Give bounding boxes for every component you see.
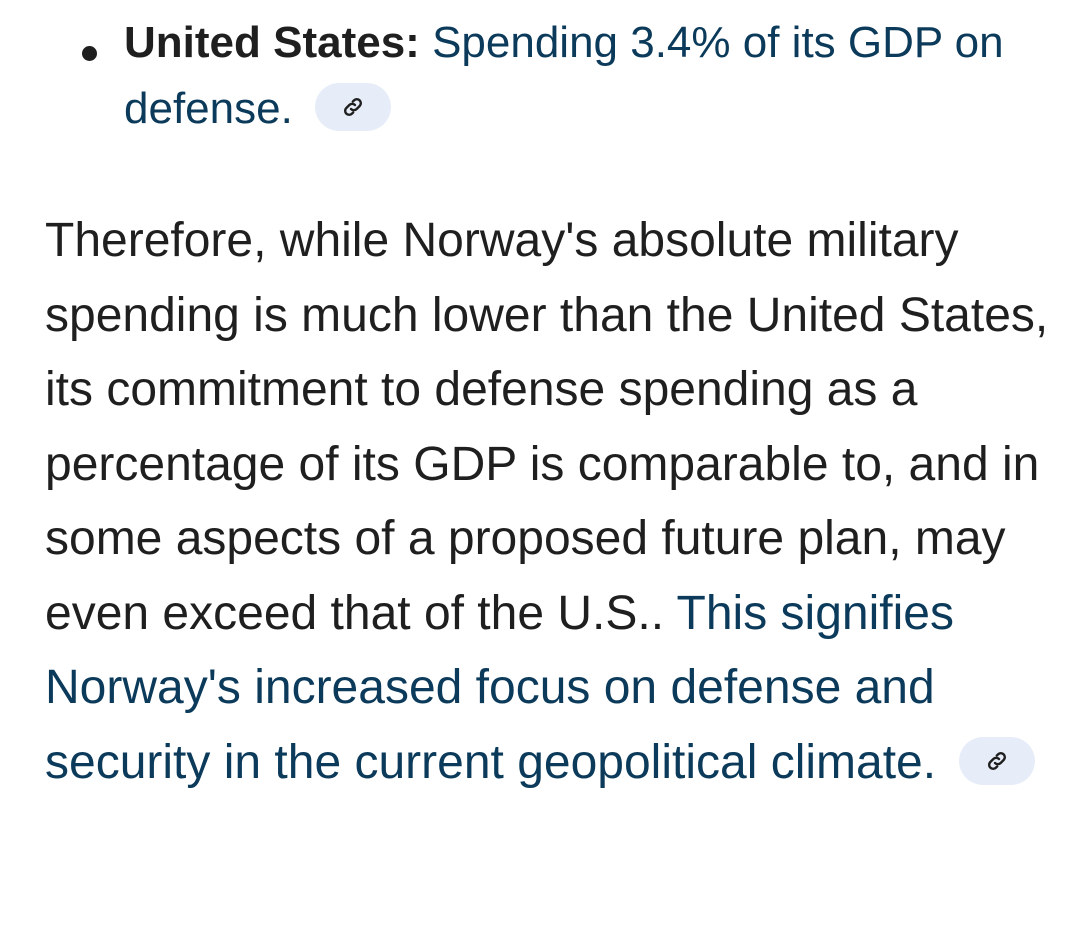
link-icon xyxy=(988,751,1007,770)
bullet-dot xyxy=(82,46,97,61)
source-link-button[interactable] xyxy=(959,736,1036,785)
list-item-text: United States: Spending 3.4% of its GDP … xyxy=(124,10,1064,142)
list-item-highlighted-text[interactable]: Spending 3.4% of its GDP on defense. xyxy=(124,18,1004,133)
paragraph-highlighted-text[interactable]: This signifies Norway's increased focus … xyxy=(45,586,954,789)
list-item-label: United States: xyxy=(124,18,420,67)
response-paragraph: Therefore, while Norway's absolute milit… xyxy=(45,204,1055,800)
paragraph-text: Therefore, while Norway's absolute milit… xyxy=(45,214,1049,640)
link-icon xyxy=(344,98,363,117)
list-item: United States: Spending 3.4% of its GDP … xyxy=(0,10,1080,160)
source-link-button[interactable] xyxy=(315,83,392,132)
